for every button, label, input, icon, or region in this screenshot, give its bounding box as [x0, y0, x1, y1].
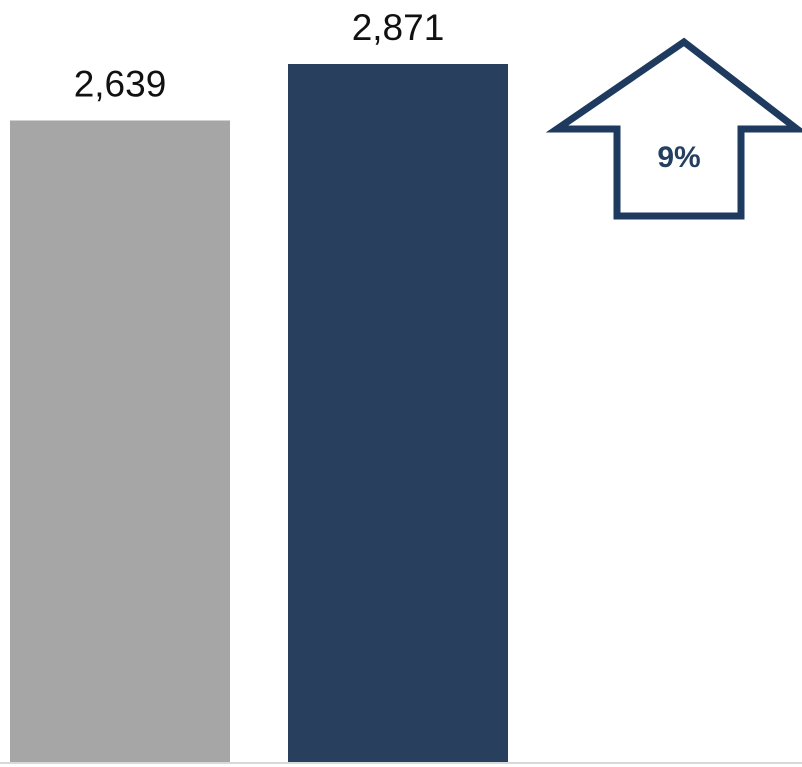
value-labels-group: 2,639 2,871 [74, 7, 445, 104]
bar-value-label-2: 2,871 [352, 7, 445, 48]
percent-change-label: 9% [657, 141, 700, 174]
bar-value-label-1: 2,639 [74, 63, 167, 104]
bar-1 [10, 120, 230, 763]
up-arrow-icon [545, 37, 802, 220]
bar-2 [288, 64, 508, 763]
bars-group [10, 64, 508, 763]
increase-arrow: 9% [545, 37, 802, 220]
